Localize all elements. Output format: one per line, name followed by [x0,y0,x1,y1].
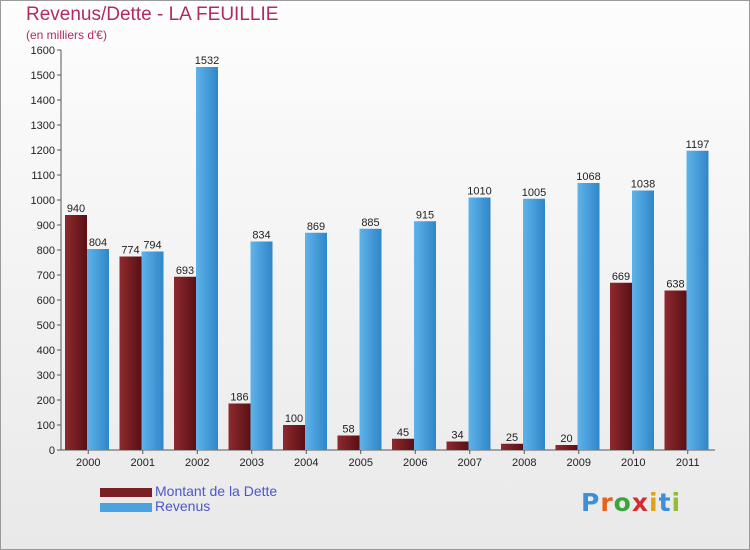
bar-dette [501,443,523,450]
bar-revenus [250,241,273,450]
bar-dette [119,256,142,450]
bar-revenus [359,228,382,450]
y-tick-label: 1600 [31,45,55,57]
data-label-dette: 940 [67,203,85,215]
data-label-dette: 186 [230,392,248,404]
data-label-dette: 20 [560,433,572,445]
data-label-dette: 25 [506,432,518,444]
legend-label-revenus: Revenus [155,498,211,514]
data-label-dette: 638 [666,279,684,291]
bar-revenus [87,249,109,450]
chart-bars [65,67,709,450]
data-label-revenus: 915 [416,209,434,221]
bar-dette [337,435,360,450]
bar-revenus [196,67,218,450]
y-tick-label: 200 [37,395,55,407]
y-tick-label: 500 [37,320,55,332]
y-tick-label: 900 [37,220,55,232]
data-label-dette: 669 [612,271,630,283]
x-tick-label: 2007 [458,457,482,469]
x-tick-label: 2010 [621,457,645,469]
data-label-dette: 58 [342,424,354,436]
data-label-dette: 774 [121,245,139,257]
x-tick-label: 2004 [294,457,318,469]
bar-dette [446,441,469,450]
data-label-revenus: 1005 [522,187,546,199]
y-tick-label: 1200 [31,145,55,157]
logo-letter: x [631,488,649,517]
data-label-dette: 100 [285,413,303,425]
y-tick-label: 600 [37,295,55,307]
data-label-revenus: 834 [252,230,270,242]
bar-dette [610,282,632,450]
bar-dette [664,290,687,450]
logo-letter: r [600,488,614,517]
bar-dette [228,403,251,450]
data-label-revenus: 1197 [686,139,710,151]
data-label-revenus: 1010 [467,186,491,198]
x-tick-label: 2003 [240,457,264,469]
x-tick-label: 2001 [131,457,155,469]
x-tick-label: 2005 [349,457,373,469]
bar-revenus [414,221,436,450]
data-label-revenus: 1532 [195,55,219,67]
y-tick-label: 0 [49,445,55,457]
bar-revenus [468,197,491,450]
y-tick-label: 1400 [31,95,55,107]
logo-letter: o [613,488,632,517]
legend-swatch-dette [100,488,152,497]
bar-dette [174,276,196,450]
data-label-dette: 693 [176,265,194,277]
logo-letter: i [671,488,682,517]
legend-swatch-revenus [100,503,152,512]
bar-dette [392,438,414,450]
data-label-revenus: 794 [143,240,161,252]
data-label-revenus: 1038 [631,179,655,191]
data-label-revenus: 885 [361,217,379,229]
y-tick-label: 400 [37,345,55,357]
y-tick-label: 100 [37,420,55,432]
chart-labels: 940 804 774 794 693 1532 186 834 100 869 58 885 45 91… [67,55,710,445]
y-tick-label: 1500 [31,70,55,82]
x-tick-label: 2011 [676,457,700,469]
x-tick-label: 2009 [567,457,591,469]
x-tick-label: 2006 [403,457,427,469]
y-tick-label: 1300 [31,120,55,132]
chart-subtitle: (en milliers d'€) [26,28,107,42]
bar-revenus [632,190,654,450]
bar-revenus [141,251,164,450]
data-label-dette: 34 [451,430,463,442]
data-label-revenus: 1068 [576,171,600,183]
y-tick-label: 300 [37,370,55,382]
chart-axes: 0 100 200 300 400 500 600 700 800 900 1000 1100 1200… [31,45,715,469]
data-label-revenus: 804 [89,237,107,249]
x-tick-label: 2002 [185,457,209,469]
proxiti-logo: Proxiti [581,488,681,517]
bar-revenus [305,232,327,450]
x-tick-label: 2000 [76,457,100,469]
bar-dette [555,445,578,450]
bar-dette [283,425,305,450]
y-tick-label: 1100 [31,170,55,182]
logo-letter: t [658,488,672,517]
logo-letter: i [649,488,659,517]
y-tick-label: 700 [37,270,55,282]
logo-letter: P [581,488,601,517]
bar-dette [65,215,87,450]
bar-revenus [577,183,600,450]
y-tick-label: 800 [37,245,55,257]
data-label-revenus: 869 [307,221,325,233]
bar-revenus [523,198,545,450]
x-tick-label: 2008 [512,457,536,469]
legend-label-dette: Montant de la Dette [155,483,278,499]
y-tick-label: 1000 [31,195,55,207]
bar-revenus [686,150,709,450]
chart-title: Revenus/Dette - LA FEUILLIE [26,4,279,25]
data-label-dette: 45 [397,427,409,439]
